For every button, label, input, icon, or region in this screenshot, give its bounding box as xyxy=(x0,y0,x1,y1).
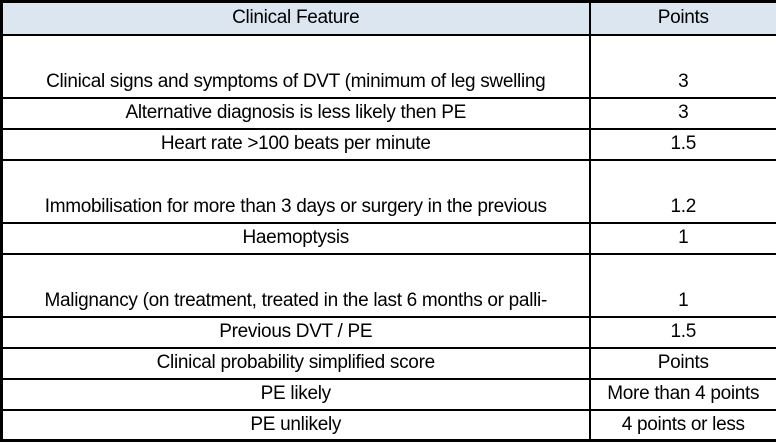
feature-cell: Clinical probability simplified score xyxy=(0,346,591,380)
table-row: PE likely More than 4 points xyxy=(0,377,776,411)
table-row: Previous DVT / PE 1.5 xyxy=(0,315,776,349)
points-cell: 3 xyxy=(588,96,776,130)
table-row: Heart rate >100 beats per minute 1.5 xyxy=(0,127,776,161)
feature-cell: Heart rate >100 beats per minute xyxy=(0,127,591,161)
table-body: Clinical signs and symptoms of DVT (mini… xyxy=(0,33,776,442)
table-row: Haemoptysis 1 xyxy=(0,221,776,255)
table-row: PE unlikely 4 points or less xyxy=(0,408,776,442)
points-cell: 1 xyxy=(588,221,776,255)
feature-cell: Malignancy (on treatment, treated in the… xyxy=(0,252,591,318)
table-row: Alternative diagnosis is less likely the… xyxy=(0,96,776,130)
points-cell: 1 xyxy=(588,252,776,318)
points-cell: 4 points or less xyxy=(588,408,776,442)
feature-cell: PE unlikely xyxy=(0,408,591,442)
feature-cell: Clinical signs and symptoms of DVT (mini… xyxy=(0,33,591,99)
feature-cell: Immobilisation for more than 3 days or s… xyxy=(0,158,591,224)
table-row: Clinical signs and symptoms of DVT (mini… xyxy=(0,33,776,99)
points-cell: More than 4 points xyxy=(588,377,776,411)
table-row: Immobilisation for more than 3 days or s… xyxy=(0,158,776,224)
feature-cell: PE likely xyxy=(0,377,591,411)
points-cell: 1.2 xyxy=(588,158,776,224)
points-cell: 1.5 xyxy=(588,127,776,161)
feature-cell: Haemoptysis xyxy=(0,221,591,255)
table-header: Clinical Feature Points xyxy=(0,0,776,36)
points-cell: 1.5 xyxy=(588,315,776,349)
header-clinical-feature: Clinical Feature xyxy=(0,0,591,36)
table-row: Clinical probability simplified score Poi… xyxy=(0,346,776,380)
points-cell: 3 xyxy=(588,33,776,99)
header-points: Points xyxy=(588,0,776,36)
points-cell: Points xyxy=(588,346,776,380)
feature-cell: Previous DVT / PE xyxy=(0,315,591,349)
feature-cell: Alternative diagnosis is less likely the… xyxy=(0,96,591,130)
header-row: Clinical Feature Points xyxy=(0,0,776,36)
table-row: Malignancy (on treatment, treated in the… xyxy=(0,252,776,318)
